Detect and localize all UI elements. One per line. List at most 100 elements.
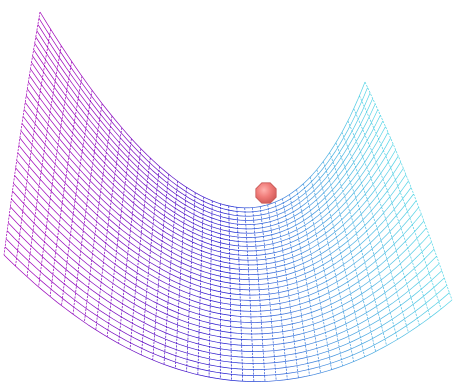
mesh-line-transverse	[49, 173, 58, 182]
mesh-line-transverse	[304, 183, 310, 189]
mesh-line-transverse	[174, 217, 181, 222]
mesh-line-transverse	[324, 349, 333, 353]
mesh-line-transverse	[160, 223, 167, 229]
mesh-line-transverse	[356, 285, 364, 291]
mesh-line-transverse	[95, 94, 103, 104]
mesh-line-transverse	[364, 145, 370, 154]
mesh-line-transverse	[34, 43, 43, 55]
mesh-line-transverse	[80, 319, 89, 326]
mesh-line-transverse	[82, 172, 91, 181]
mesh-line-transverse	[84, 107, 93, 117]
mesh-line-transverse	[406, 214, 414, 222]
mesh-line-transverse	[205, 237, 212, 241]
mesh-line-transverse	[211, 226, 218, 229]
mesh-line-transverse	[37, 24, 46, 36]
mesh-line-transverse	[107, 224, 116, 231]
mesh-line-transverse	[167, 222, 174, 228]
mesh-line-transverse	[332, 155, 338, 163]
mesh-line-transverse	[319, 364, 327, 368]
mesh-line-transverse	[27, 88, 35, 100]
mesh-line-transverse	[301, 196, 308, 202]
mesh-line-transverse	[304, 368, 313, 371]
mesh-line-transverse	[85, 155, 93, 164]
mesh-line-transverse	[296, 363, 305, 367]
mesh-line-transverse	[229, 258, 236, 260]
mesh-line-transverse	[42, 47, 51, 59]
mesh-line-transverse	[178, 250, 186, 255]
mesh-line-transverse	[304, 312, 312, 315]
mesh-line-transverse	[362, 158, 368, 166]
mesh-line-transverse	[341, 254, 349, 260]
mesh-line-transverse	[156, 265, 164, 271]
mesh-line-transverse	[294, 248, 301, 252]
mesh-line-transverse	[349, 127, 355, 135]
mesh-line-transverse	[187, 215, 194, 220]
mesh-line-transverse	[295, 297, 303, 300]
mesh-line-transverse	[94, 269, 103, 276]
mesh-line-transverse	[333, 247, 340, 253]
mesh-line-transverse	[313, 174, 319, 180]
mesh-line-transverse	[187, 334, 196, 338]
mesh-line-transverse	[303, 232, 310, 237]
mesh-line-transverse	[119, 196, 127, 203]
mesh-line-transverse	[278, 319, 285, 322]
mesh-line-transverse	[230, 293, 237, 295]
mesh-line-transverse	[201, 375, 210, 378]
mesh-line-transverse	[99, 224, 108, 232]
mesh-line-transverse	[44, 89, 53, 100]
mesh-line-transverse	[36, 30, 45, 43]
mesh-line-transverse	[171, 366, 180, 370]
mesh-line-transverse	[405, 261, 413, 268]
mesh-line-transverse	[392, 221, 400, 229]
mesh-line-transverse	[29, 192, 38, 202]
mesh-line-transverse	[347, 249, 355, 255]
mesh-line-transverse	[30, 184, 39, 194]
mesh-line-transverse	[267, 362, 275, 364]
mesh-line-transverse	[399, 325, 407, 331]
mesh-line-transverse	[193, 214, 201, 218]
mesh-line-transverse	[153, 295, 162, 300]
mesh-line-transverse	[39, 178, 48, 188]
mesh-line-transverse	[202, 338, 210, 342]
mesh-line-transverse	[359, 193, 366, 201]
mesh-line-transverse	[369, 275, 377, 282]
mesh-line-transverse	[32, 170, 41, 180]
mesh-line-transverse	[209, 370, 217, 373]
mesh-line-transverse	[185, 238, 193, 243]
mesh-line-transverse	[20, 191, 29, 201]
mesh-line-transverse	[82, 237, 90, 245]
mesh-line-transverse	[131, 288, 140, 294]
mesh-line-transverse	[356, 256, 364, 262]
mesh-line-transverse	[144, 309, 153, 315]
mesh-line-transverse	[34, 156, 43, 166]
mesh-line-transverse	[275, 203, 281, 207]
mesh-line-transverse	[112, 318, 121, 324]
mesh-line-transverse	[146, 291, 154, 296]
mesh-line-transverse	[72, 190, 80, 199]
mesh-line-transverse	[293, 187, 300, 192]
mesh-line-transverse	[287, 341, 295, 344]
mesh-line-transverse	[266, 212, 272, 215]
mesh-line-transverse	[166, 326, 174, 331]
mesh-line-transverse	[169, 278, 177, 283]
mesh-line-transverse	[11, 198, 20, 208]
mesh-line-transverse	[62, 266, 71, 273]
mesh-line-transverse	[291, 265, 298, 269]
mesh-line-transverse	[81, 75, 89, 86]
mesh-line-transverse	[194, 361, 202, 364]
mesh-line-transverse	[272, 218, 279, 222]
mesh-line-transverse	[56, 181, 65, 190]
mesh-line-transverse	[26, 154, 34, 164]
mesh-line-transverse	[185, 248, 193, 253]
mesh-line-transverse	[14, 238, 23, 247]
mesh-line-transverse	[374, 215, 382, 223]
mesh-line-transverse	[64, 182, 73, 191]
mesh-line-transverse	[355, 350, 364, 355]
mesh-line-transverse	[168, 208, 175, 214]
mesh-line-transverse	[310, 267, 318, 272]
mesh-line-transverse	[337, 337, 346, 342]
mesh-line-transverse	[361, 245, 368, 251]
mesh-line-transverse	[390, 323, 398, 329]
mesh-line-transverse	[217, 250, 224, 254]
mesh-line-transverse	[90, 174, 99, 183]
